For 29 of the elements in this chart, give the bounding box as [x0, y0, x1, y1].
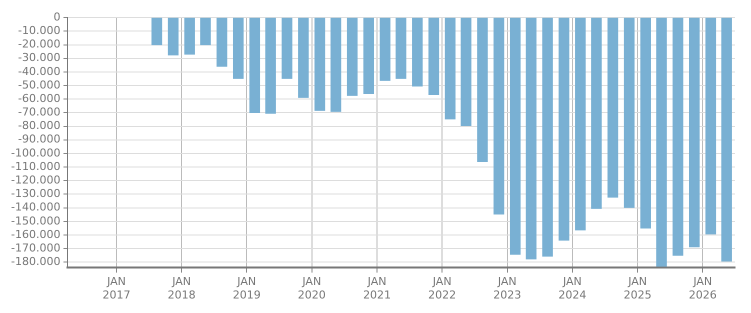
y-tick-label: -10.000	[18, 24, 60, 38]
x-tick-label: JAN 2023	[493, 275, 522, 302]
y-tick-label: -180.000	[10, 255, 60, 268]
x-tick-label: JAN 2017	[102, 275, 130, 302]
y-tick-label: -80.000	[18, 119, 60, 132]
x-tick-label: JAN 2018	[168, 275, 196, 302]
y-tick-label: -20.000	[18, 38, 60, 51]
y-tick-label: -150.000	[10, 214, 60, 228]
y-tick-label: -60.000	[18, 92, 60, 105]
y-tick-label: 0	[53, 10, 60, 24]
y-tick-label: -30.000	[18, 51, 60, 64]
y-tick-label: -170.000	[10, 241, 60, 254]
x-tick-label: JAN 2019	[232, 275, 261, 302]
x-tick-label: JAN 2026	[688, 275, 717, 302]
x-tick-label: JAN 2024	[558, 275, 586, 302]
x-tick-label: JAN 2021	[363, 275, 392, 302]
y-tick-label: -140.000	[10, 200, 60, 214]
y-tick-label: -120.000	[10, 174, 60, 187]
y-tick-label: -100.000	[10, 146, 60, 160]
x-tick-label: JAN 2025	[624, 275, 652, 302]
y-tick-label: -50.000	[18, 78, 60, 92]
y-tick-label: -70.000	[18, 106, 60, 119]
x-tick-label: JAN 2020	[298, 275, 326, 302]
y-tick-label: -130.000	[10, 187, 60, 200]
x-tick-label: JAN 2022	[428, 275, 456, 302]
y-tick-label: -110.000	[10, 160, 60, 173]
y-tick-label: -160.000	[10, 228, 60, 241]
y-tick-label: -90.000	[18, 132, 60, 146]
y-tick-label: -40.000	[18, 64, 60, 78]
